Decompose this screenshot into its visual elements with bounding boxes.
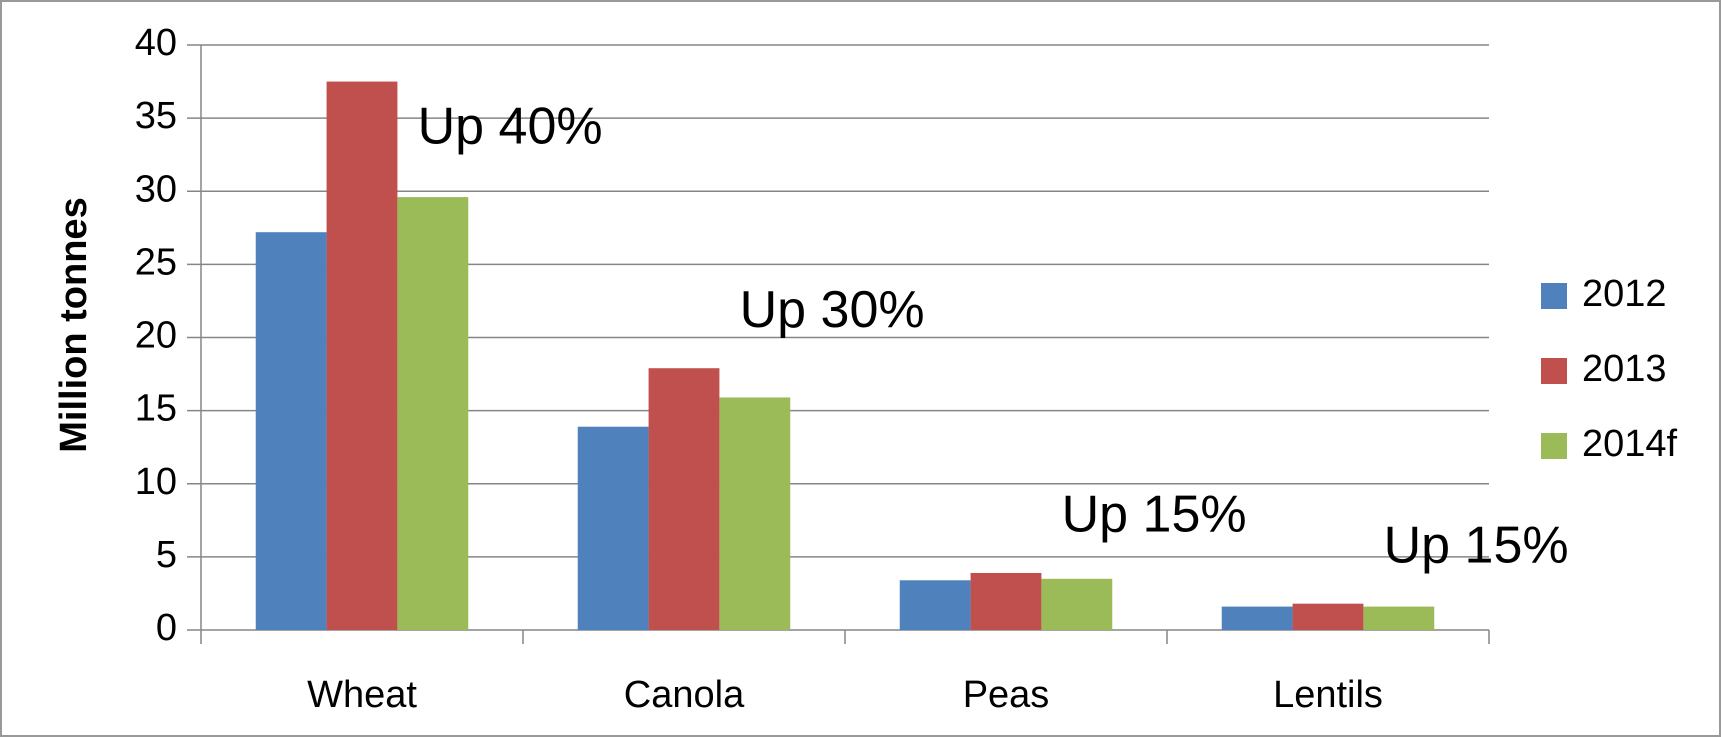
y-tick-label: 0 [156,607,177,649]
legend-label: 2013 [1582,348,1667,390]
annotation: Up 30% [740,281,925,339]
bar [1292,603,1364,630]
x-tick-label: Canola [624,674,745,716]
y-tick-label: 40 [135,22,177,64]
y-tick-label: 20 [135,315,177,357]
legend-label: 2012 [1582,273,1667,315]
annotation: Up 40% [418,98,603,156]
bar [397,197,469,630]
y-tick-label: 15 [135,388,177,430]
annotation: Up 15% [1062,486,1247,544]
bar [1363,606,1435,630]
y-axis-title: Million tonnes [53,197,95,452]
x-tick-label: Lentils [1273,674,1383,716]
bar [899,580,971,630]
bar [970,572,1042,630]
x-tick-label: Wheat [307,674,417,716]
bar [719,397,791,630]
x-tick-label: Peas [963,674,1050,716]
y-tick-label: 5 [156,534,177,576]
bar [648,368,720,630]
annotation: Up 15% [1384,516,1569,574]
y-tick-label: 30 [135,168,177,210]
y-tick-label: 10 [135,461,177,503]
bar [255,232,327,630]
legend-label: 2014f [1582,423,1678,465]
bar [577,426,649,630]
bar [1041,578,1113,630]
y-tick-label: 25 [135,241,177,283]
y-tick-label: 35 [135,95,177,137]
bar [1221,606,1293,630]
legend-swatch [1541,433,1567,459]
bar [326,81,398,630]
legend-swatch [1541,283,1567,309]
legend-swatch [1541,358,1567,384]
